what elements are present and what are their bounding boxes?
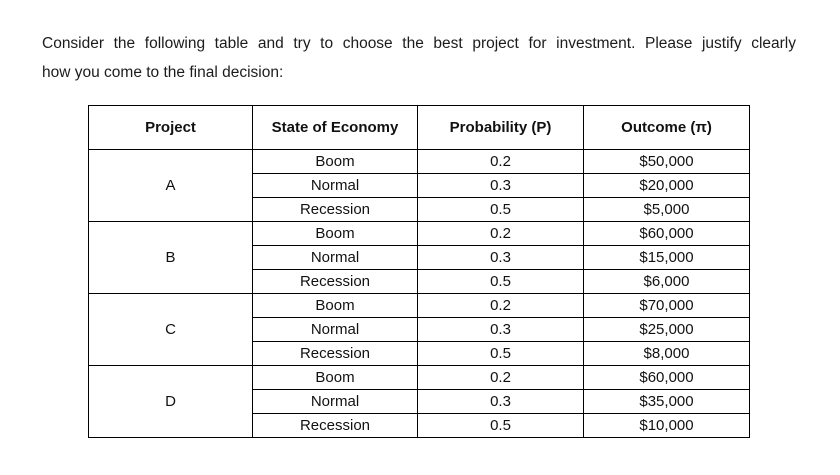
state-cell: Recession <box>252 413 418 438</box>
project-name-cell: D <box>88 365 253 438</box>
header-state-of-economy: State of Economy <box>252 105 418 150</box>
probability-cell: 0.5 <box>417 197 584 222</box>
outcome-cell: $25,000 <box>583 317 750 342</box>
probability-cell: 0.5 <box>417 413 584 438</box>
table-row: Normal 0.3 $25,000 <box>89 317 750 342</box>
state-cell: Normal <box>252 317 418 342</box>
state-cell: Boom <box>252 149 418 174</box>
investment-table-body: A Boom 0.2 $50,000 Normal 0.3 $20,000 Recession… <box>88 149 750 438</box>
state-cell: Boom <box>252 293 418 318</box>
outcome-cell: $60,000 <box>583 221 750 246</box>
project-name-cell: A <box>88 149 253 222</box>
probability-cell: 0.2 <box>417 149 584 174</box>
table-row: Recession 0.5 $5,000 <box>89 197 750 222</box>
probability-cell: 0.2 <box>417 293 584 318</box>
project-name-cell: C <box>88 293 253 366</box>
probability-cell: 0.2 <box>417 221 584 246</box>
table-row: Recession 0.5 $10,000 <box>89 413 750 438</box>
table-row: C Boom 0.2 $70,000 <box>88 293 750 366</box>
state-cell: Normal <box>252 245 418 270</box>
header-project: Project <box>88 105 253 150</box>
header-probability: Probability (P) <box>417 105 584 150</box>
state-cell: Boom <box>252 365 418 390</box>
outcome-cell: $5,000 <box>583 197 750 222</box>
state-cell: Recession <box>252 269 418 294</box>
investment-table: Project State of Economy Probability (P)… <box>88 105 750 438</box>
probability-cell: 0.3 <box>417 173 584 198</box>
intro-line-2: how you come to the final decision: <box>42 64 284 81</box>
probability-cell: 0.2 <box>417 365 584 390</box>
table-row: Normal 0.3 $35,000 <box>89 389 750 414</box>
state-cell: Normal <box>252 389 418 414</box>
probability-cell: 0.3 <box>417 317 584 342</box>
outcome-cell: $10,000 <box>583 413 750 438</box>
outcome-cell: $35,000 <box>583 389 750 414</box>
probability-cell: 0.5 <box>417 269 584 294</box>
header-row: Project State of Economy Probability (P)… <box>88 105 750 150</box>
table-row: D Boom 0.2 $60,000 <box>88 365 750 438</box>
probability-cell: 0.3 <box>417 245 584 270</box>
outcome-cell: $70,000 <box>583 293 750 318</box>
intro-line-1: Consider the following table and try to … <box>42 35 796 52</box>
intro-paragraph: Consider the following table and try to … <box>42 29 796 87</box>
table-row: A Boom 0.2 $50,000 <box>88 149 750 222</box>
outcome-cell: $8,000 <box>583 341 750 366</box>
outcome-cell: $15,000 <box>583 245 750 270</box>
state-cell: Recession <box>252 341 418 366</box>
project-name-cell: B <box>88 221 253 294</box>
outcome-cell: $20,000 <box>583 173 750 198</box>
investment-table-header: Project State of Economy Probability (P)… <box>88 105 750 150</box>
state-cell: Boom <box>252 221 418 246</box>
outcome-cell: $6,000 <box>583 269 750 294</box>
outcome-cell: $50,000 <box>583 149 750 174</box>
header-outcome: Outcome (π) <box>583 105 750 150</box>
table-row: Normal 0.3 $20,000 <box>89 173 750 198</box>
probability-cell: 0.5 <box>417 341 584 366</box>
table-row: Normal 0.3 $15,000 <box>89 245 750 270</box>
state-cell: Normal <box>252 173 418 198</box>
outcome-cell: $60,000 <box>583 365 750 390</box>
table-row: Recession 0.5 $6,000 <box>89 269 750 294</box>
probability-cell: 0.3 <box>417 389 584 414</box>
state-cell: Recession <box>252 197 418 222</box>
table-row: B Boom 0.2 $60,000 <box>88 221 750 294</box>
